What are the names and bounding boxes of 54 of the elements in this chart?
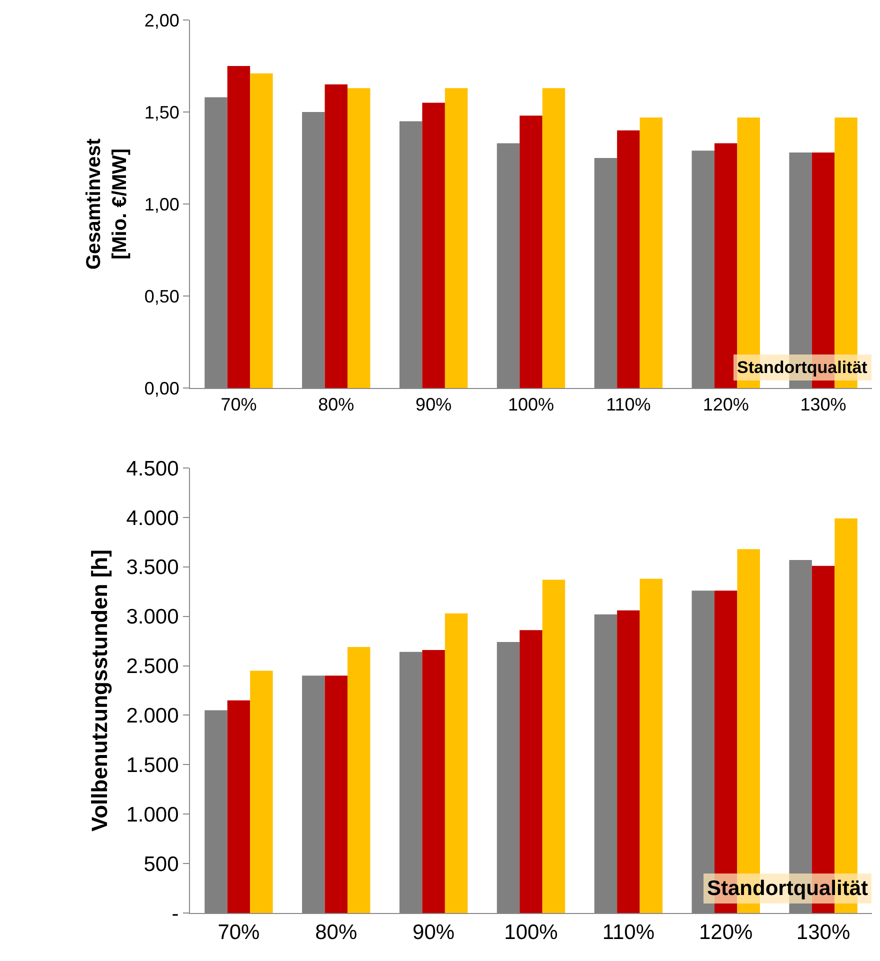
bar [520,116,542,388]
x-tick-label: 110% [602,921,655,944]
bar [542,88,566,388]
y-tick-label: 4.000 [126,506,179,530]
y-tick-label: - [172,902,179,926]
y-tick-label: 3.500 [126,556,179,580]
bar [640,118,663,388]
bar [250,670,273,913]
bar [444,613,468,913]
bar [227,66,250,388]
y-tick-label: 0,00 [144,378,180,398]
y-tick-label: 2,00 [144,10,180,30]
x-tick-label: 130% [800,394,846,415]
bar [227,700,250,913]
y-tick-label: 500 [144,852,179,876]
bar [324,84,348,388]
bar [348,646,370,913]
x-tick-label: 100% [504,921,558,944]
x-tick-label: 130% [796,921,850,944]
bar [640,578,663,913]
y-tick-label: 1,50 [144,102,180,122]
bar [324,676,348,913]
x-tick-label: 100% [508,394,554,415]
bar [250,73,273,388]
annotation: Standortqualität [707,877,868,900]
bar [714,143,738,388]
y-tick-label: 1,00 [144,194,180,214]
bar [422,650,445,913]
x-tick-label: 70% [218,921,260,944]
bar [348,88,370,388]
y-axis-title: Gesamtinvest [Mio. €/MW] [82,138,131,270]
bar [520,630,542,913]
x-tick-label: 120% [699,921,753,944]
x-tick-label: 90% [412,921,455,944]
x-tick-label: 120% [702,394,749,415]
x-tick-label: 80% [318,394,354,415]
bar [617,130,640,388]
bar [542,580,566,913]
bar [422,102,445,388]
y-tick-label: 1.000 [126,803,179,826]
y-tick-label: 4.500 [126,457,179,480]
y-tick-label: 2.500 [126,655,179,678]
y-axis-title: Vollbenutzungsstunden [h] [87,550,112,832]
y-tick-label: 2.000 [126,704,179,728]
x-tick-label: 110% [606,394,651,415]
y-tick-label: 0,50 [144,286,180,306]
x-tick-label: 90% [416,394,452,415]
x-tick-label: 70% [220,394,257,415]
bar [617,610,640,913]
x-tick-label: 80% [315,921,358,944]
y-tick-label: 3.000 [126,606,179,629]
annotation: Standortqualität [737,358,868,377]
bar [444,88,468,388]
y-tick-label: 1.500 [126,754,179,778]
